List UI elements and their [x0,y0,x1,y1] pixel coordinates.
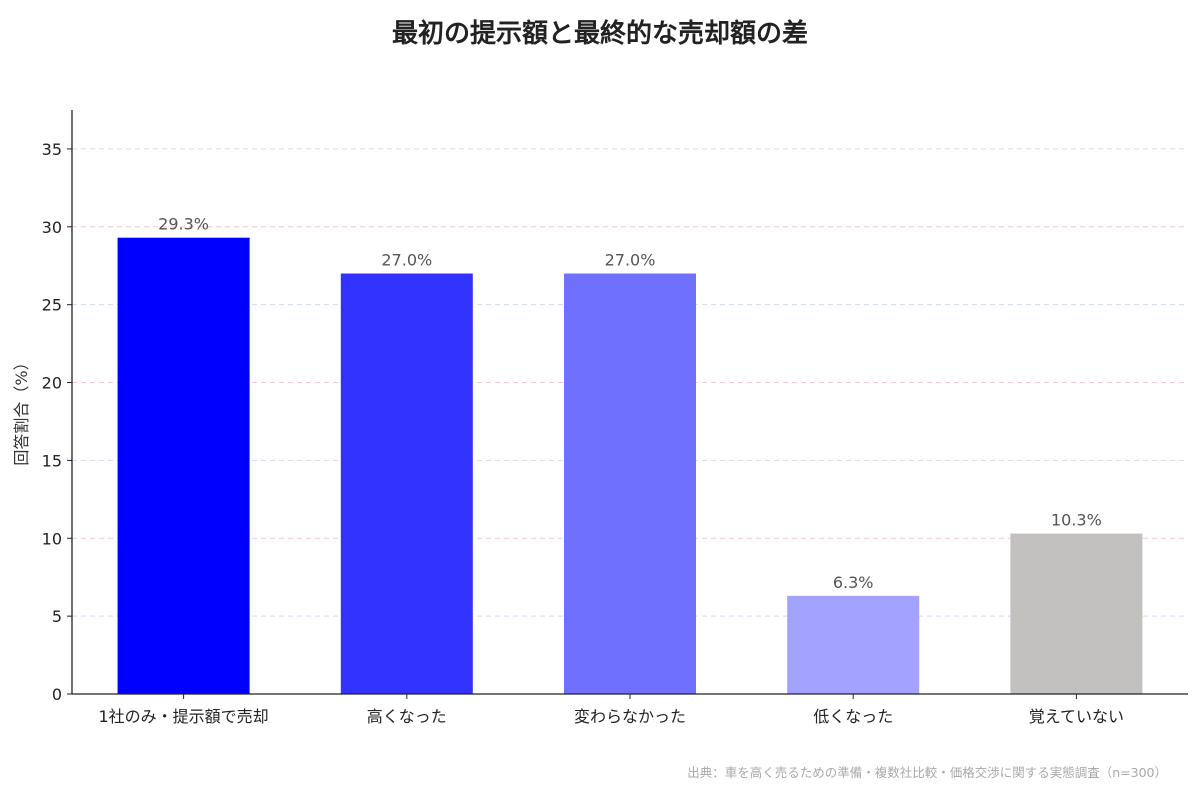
source-note: 出典：車を高く売るための準備・複数社比較・価格交渉に関する実態調査（n=300） [687,765,1167,780]
x-tick-labels: 1社のみ・提示額で売却 高くなった 変わらなかった 低くなった 覚えていない [99,694,1124,726]
bar [117,237,250,694]
value-labels: 29.3% 27.0% 27.0% 6.3% 10.3% [158,215,1102,592]
bars [117,237,1143,694]
y-tick-label: 35 [42,140,62,159]
bar [564,273,696,694]
y-tick-labels: 0 5 10 15 20 25 30 35 [42,140,72,704]
x-tick-label: 高くなった [367,707,447,726]
x-tick-label: 低くなった [813,707,893,726]
chart-title: 最初の提示額と最終的な売却額の差 [392,18,808,49]
bar-value-label: 6.3% [833,573,874,592]
bar [787,595,920,694]
x-tick-label: 1社のみ・提示額で売却 [99,707,269,726]
y-axis-label: 回答割合（%） [12,354,31,465]
y-tick-label: 0 [52,685,62,704]
bar [1010,533,1143,694]
x-tick-label: 変わらなかった [574,707,686,726]
y-tick-label: 25 [42,296,62,315]
bar [340,273,473,694]
y-tick-label: 20 [42,374,62,393]
x-tick-label: 覚えていない [1029,707,1124,726]
bar-value-label: 29.3% [158,215,209,234]
bar-value-label: 10.3% [1051,511,1102,530]
bar-value-label: 27.0% [381,251,432,270]
y-tick-label: 15 [42,451,62,470]
y-tick-label: 10 [42,529,62,548]
bar-value-label: 27.0% [605,251,656,270]
y-tick-label: 5 [52,607,62,626]
y-tick-label: 30 [42,218,62,237]
